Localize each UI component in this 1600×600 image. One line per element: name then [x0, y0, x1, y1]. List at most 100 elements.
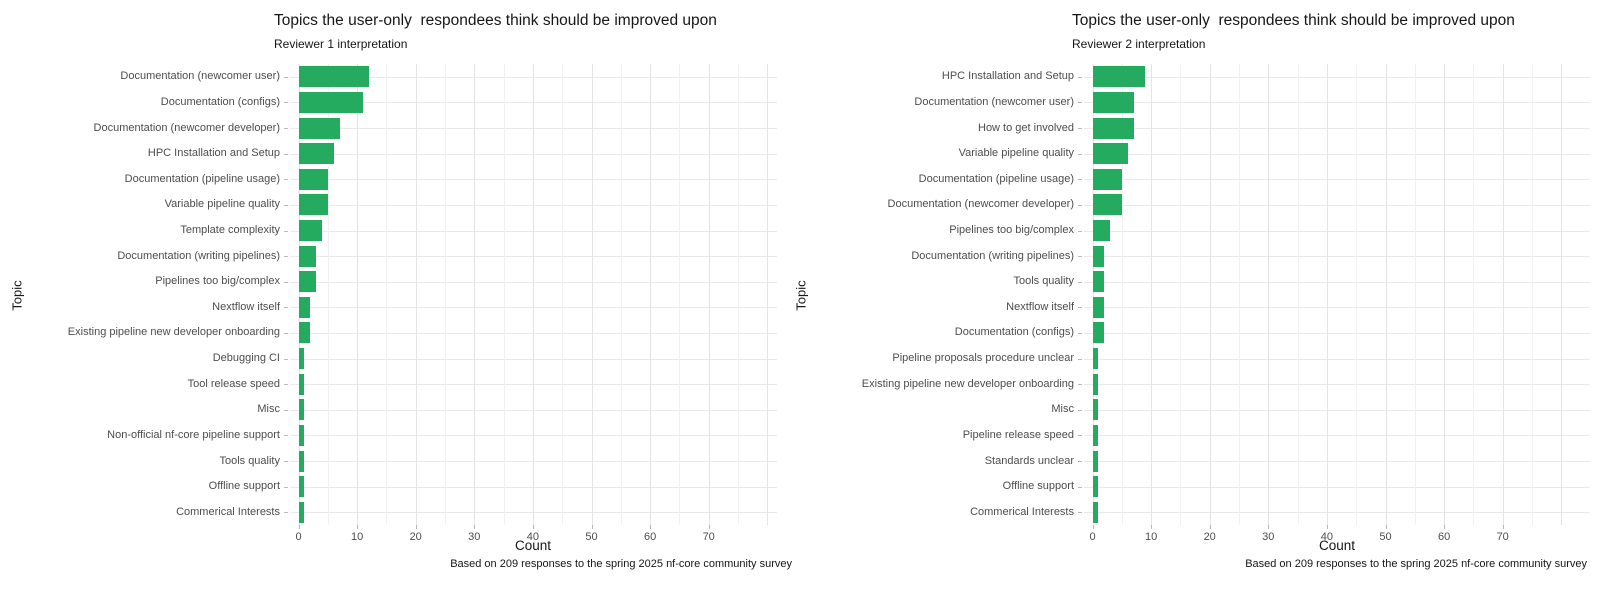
gridline-major	[1151, 64, 1153, 525]
gridline-minor	[738, 64, 739, 525]
gridline-minor	[679, 64, 681, 525]
gridline-minor	[327, 64, 329, 525]
x-tick-label: 40	[1320, 531, 1334, 543]
gridline-major	[298, 64, 300, 525]
gridline-horizontal	[1084, 332, 1590, 334]
bar-non-official-nf-core-pipeline-support	[298, 424, 305, 446]
y-axis-tick	[284, 179, 288, 181]
chart-title: Topics the user-only respondees think sh…	[1072, 12, 1515, 29]
category-label: Offline support	[208, 480, 280, 493]
x-tick-label: 60	[1437, 531, 1451, 543]
bar-existing-pipeline-new-developer-onboarding	[298, 322, 311, 344]
category-label: HPC Installation and Setup	[941, 70, 1074, 83]
bar-pipelines-too-big-complex	[298, 271, 317, 293]
gridline-horizontal	[1084, 384, 1590, 386]
x-tick-label: 30	[1262, 531, 1275, 543]
bar-documentation-newcomer-developer-	[1092, 194, 1122, 216]
category-label: Documentation (writing pipelines)	[911, 249, 1074, 262]
y-axis-tick	[1078, 486, 1082, 488]
gridline-minor	[1239, 64, 1240, 525]
bar-documentation-configs-	[1092, 322, 1105, 344]
gridline-minor	[1473, 64, 1475, 525]
category-label: Pipelines too big/complex	[949, 224, 1074, 236]
bar-debugging-ci	[298, 348, 305, 369]
category-label: Documentation (configs)	[954, 326, 1074, 339]
gridline-major	[474, 64, 476, 525]
y-axis-tick	[284, 486, 288, 488]
gridline-minor	[386, 64, 388, 525]
y-axis-tick	[1078, 512, 1082, 514]
category-label: Commerical Interests	[176, 505, 280, 518]
gridline-major	[1268, 64, 1270, 525]
category-label: Pipeline proposals procedure unclear	[892, 352, 1074, 364]
gridline-horizontal	[1084, 512, 1590, 514]
x-tick-label: 30	[468, 531, 481, 543]
category-label: Pipeline release speed	[962, 428, 1074, 441]
bar-documentation-newcomer-user-	[1092, 91, 1134, 113]
gridline-horizontal	[1084, 281, 1590, 283]
y-axis-tick	[1078, 358, 1082, 360]
chart-title: Topics the user-only respondees think sh…	[274, 12, 717, 29]
x-axis-title: Count	[514, 538, 552, 553]
bar-pipeline-release-speed	[1092, 424, 1099, 446]
category-label: Nextflow itself	[212, 300, 280, 313]
x-tick-label: 70	[702, 531, 715, 543]
bar-documentation-newcomer-developer-	[298, 117, 340, 139]
bar-nextflow-itself	[1092, 296, 1105, 318]
category-label: Tool release speed	[187, 377, 280, 390]
gridline-major	[650, 64, 652, 525]
category-label: Documentation (newcomer user)	[120, 70, 280, 83]
bar-documentation-pipeline-usage-	[1092, 168, 1122, 190]
y-axis-tick	[1078, 384, 1082, 386]
category-label: Documentation (writing pipelines)	[117, 249, 280, 262]
gridline-horizontal	[1084, 256, 1590, 258]
x-tick-label: 20	[1203, 531, 1216, 543]
category-label: Standards unclear	[984, 454, 1074, 467]
category-label: Misc	[1051, 403, 1074, 416]
category-label: Documentation (configs)	[160, 95, 280, 108]
x-axis-tick	[1209, 525, 1211, 529]
gridline-major	[767, 64, 769, 525]
bar-template-complexity	[298, 220, 322, 241]
category-label: Offline support	[1002, 480, 1074, 493]
plot-panel	[1084, 64, 1590, 525]
bar-how-to-get-involved	[1092, 117, 1134, 139]
gridline-major	[1444, 64, 1446, 525]
y-axis-tick	[284, 76, 288, 78]
category-label: Documentation (newcomer developer)	[887, 198, 1074, 211]
gridline-major	[591, 64, 593, 525]
gridline-minor	[1532, 64, 1533, 525]
bar-tools-quality	[1092, 271, 1105, 293]
category-label: Pipelines too big/complex	[155, 275, 280, 288]
chart-subtitle: Reviewer 2 interpretation	[1072, 37, 1206, 51]
category-label: Commerical Interests	[970, 505, 1074, 518]
gridline-major	[1385, 64, 1387, 525]
y-axis-tick	[1078, 435, 1082, 437]
category-label: Documentation (newcomer user)	[914, 95, 1074, 108]
y-axis-tick	[284, 409, 288, 411]
chart-reviewer-2: Topics the user-only respondees think sh…	[794, 0, 1600, 600]
chart-reviewer-1: Topics the user-only respondees think sh…	[10, 12, 792, 570]
y-axis-tick	[1078, 332, 1082, 334]
category-label: Existing pipeline new developer onboardi…	[67, 326, 280, 339]
x-tick-label: 0	[1089, 531, 1096, 543]
chart-subtitle: Reviewer 1 interpretation	[274, 37, 408, 51]
gridline-major	[1561, 64, 1563, 525]
gridline-horizontal	[1084, 179, 1590, 181]
gridline-horizontal	[1084, 307, 1590, 309]
gridline-major	[357, 64, 359, 525]
bar-tool-release-speed	[298, 373, 305, 395]
gridline-major	[532, 64, 534, 525]
gridline-minor	[1414, 64, 1416, 525]
bar-nextflow-itself	[298, 296, 311, 318]
bar-existing-pipeline-new-developer-onboarding	[1092, 373, 1099, 395]
chart-caption: Based on 209 responses to the spring 202…	[450, 558, 792, 570]
y-axis-tick	[1078, 256, 1082, 258]
y-axis-tick	[284, 128, 288, 129]
bar-pipelines-too-big-complex	[1092, 220, 1111, 241]
gridline-minor	[445, 64, 446, 525]
y-axis-tick	[1078, 128, 1082, 129]
category-label: Non-official nf-core pipeline support	[107, 428, 280, 441]
plot-panel	[290, 64, 777, 525]
y-axis-tick	[1078, 179, 1082, 181]
